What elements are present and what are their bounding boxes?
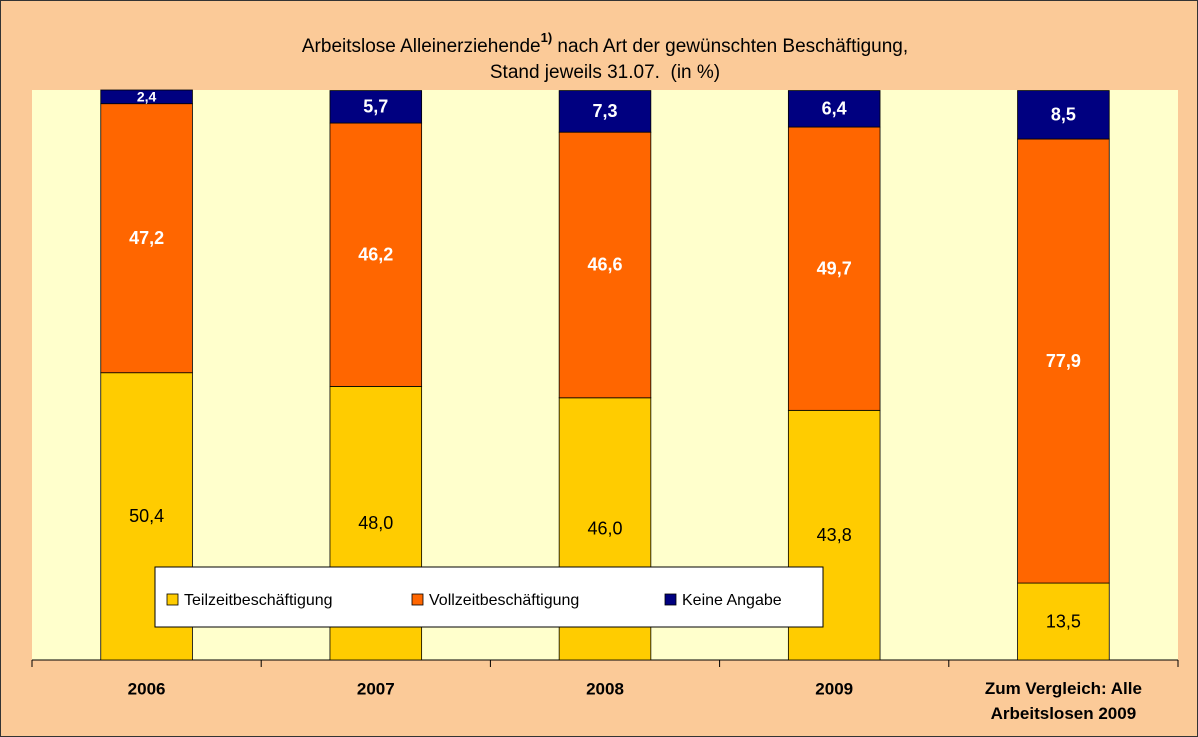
title-rest: nach Art der gewünschten Beschäftigung, [552,36,908,57]
value-label: 77,9 [1046,351,1081,371]
x-tick-label: Zum Vergleich: Alle Arbeitslosen 2009 [985,679,1142,723]
title-footnote: 1) [541,30,553,45]
bar-segment [100,103,193,374]
value-label: 47,2 [129,228,164,248]
bar-segment [100,89,193,105]
value-label: 46,0 [587,519,622,539]
value-label: 43,8 [817,525,852,545]
value-label: 6,4 [822,99,847,119]
value-label: 2,4 [137,89,157,105]
legend-box [154,566,824,628]
legend-label: Vollzeitbeschäftigung [429,592,579,609]
bar-segment [558,90,652,133]
bar-segment [329,90,423,124]
value-label: 8,5 [1051,105,1076,125]
bar-segment [1017,582,1110,661]
x-tick-label-line: Zum Vergleich: Alle [985,679,1142,698]
value-label: 46,2 [358,244,393,264]
value-label: 46,6 [587,255,622,275]
title-main: Arbeitslose Alleinerziehende [302,36,541,57]
bar-segment [1017,90,1110,140]
x-tick-label: 2009 [815,679,853,698]
x-tick-label: 2007 [357,679,395,698]
legend-swatch [411,593,424,606]
legend-swatch [664,593,677,606]
legend-label: Teilzeitbeschäftigung [184,592,333,609]
value-label: 5,7 [363,97,388,117]
bar-segment [787,90,881,128]
chart-title: Arbeitslose Alleinerziehende1) nach Art … [302,30,908,57]
bar-segment [787,126,881,411]
x-tick-label: 2008 [586,679,624,698]
value-label: 50,4 [129,506,164,526]
value-label: 7,3 [592,101,617,121]
x-tick-label: 2006 [128,679,166,698]
value-label: 13,5 [1046,611,1081,631]
bar-segment [558,131,652,399]
value-label: 48,0 [358,513,393,533]
x-tick-label-line: Arbeitslosen 2009 [991,704,1137,723]
legend-label: Keine Angabe [682,592,782,609]
bar-segment [1017,138,1110,584]
legend-swatch [166,593,179,606]
chart-subtitle: Stand jeweils 31.07. (in %) [490,62,720,83]
value-label: 49,7 [817,258,852,278]
